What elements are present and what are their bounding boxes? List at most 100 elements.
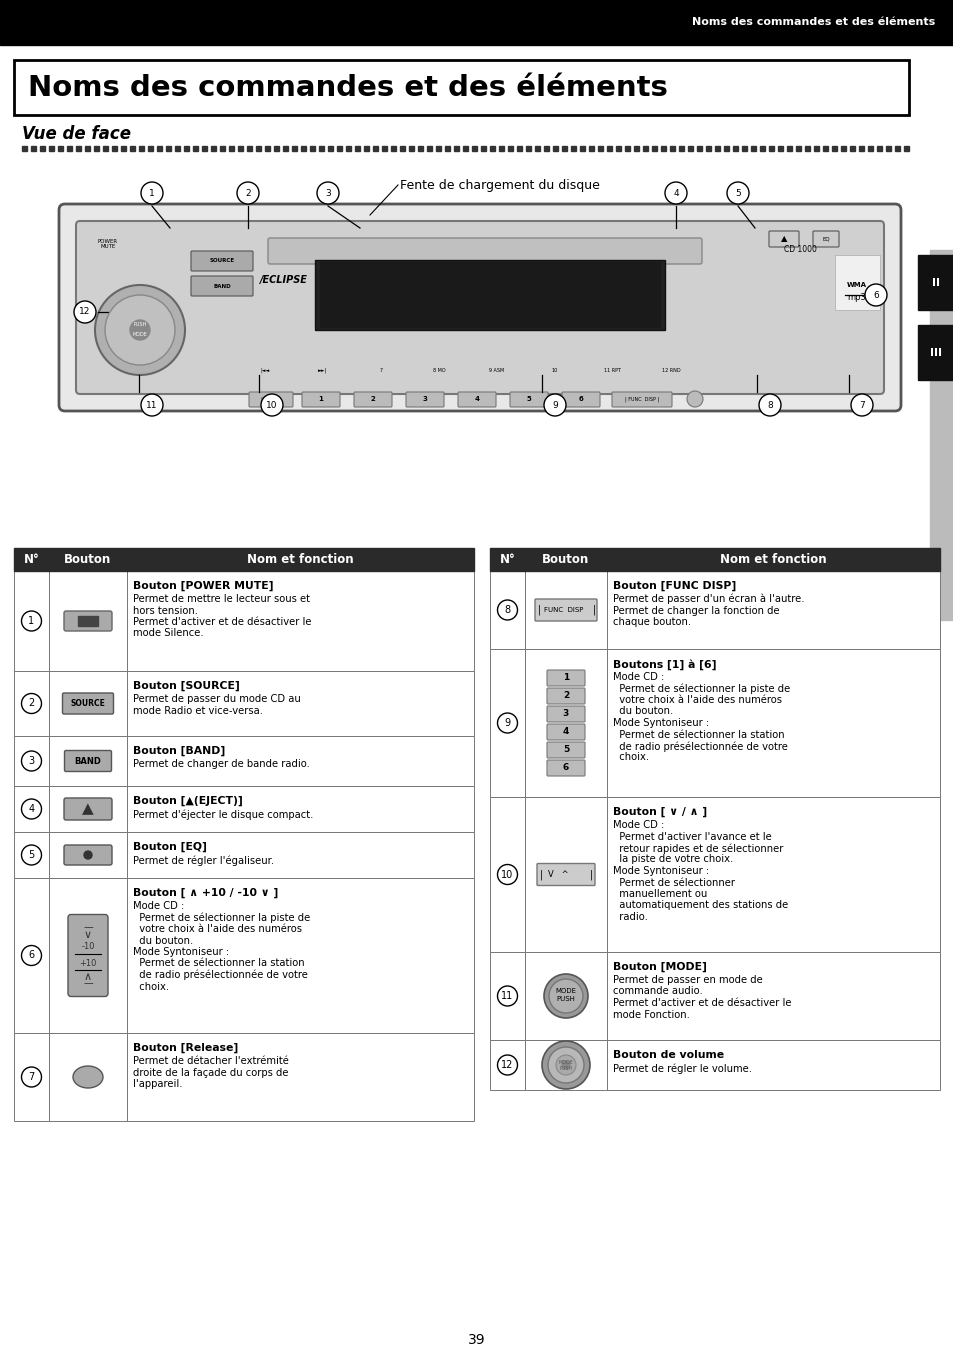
Circle shape [664,183,686,204]
Bar [760,146,764,151]
Text: 4: 4 [673,188,679,197]
Text: Bouton [BAND]: Bouton [BAND] [132,746,225,756]
Bar [831,146,836,151]
FancyBboxPatch shape [63,694,113,714]
Text: Permet de régler le volume.: Permet de régler le volume. [613,1063,751,1073]
Bar [14,735,49,786]
Bar [157,146,162,151]
Bar [211,146,215,151]
Text: -10: -10 [81,942,94,950]
Text: l'appareil.: l'appareil. [132,1079,182,1088]
Text: Nom et fonction: Nom et fonction [247,553,354,566]
Text: Permet de sélectionner la station: Permet de sélectionner la station [132,959,304,968]
Text: Nom et fonction: Nom et fonction [720,553,826,566]
Text: II: II [931,279,939,288]
Bar [427,146,432,151]
Text: 2: 2 [29,699,34,708]
Text: mode Fonction.: mode Fonction. [613,1010,689,1019]
Text: 1: 1 [562,673,569,683]
Bar [85,146,90,151]
FancyBboxPatch shape [546,725,584,740]
Ellipse shape [73,1065,103,1088]
Text: 2: 2 [245,188,251,197]
Text: |: | [593,604,596,615]
FancyBboxPatch shape [302,392,339,407]
Bar [14,831,49,877]
Bar [127,877,474,1033]
Circle shape [316,183,338,204]
Bar [274,146,278,151]
Bar [184,146,189,151]
Bar [346,146,351,151]
Bar [507,146,513,151]
Circle shape [497,713,517,733]
Text: Permet d'activer l'avance et le: Permet d'activer l'avance et le [613,831,771,841]
Text: BAND: BAND [213,284,231,288]
Bar [14,548,49,571]
FancyBboxPatch shape [612,392,671,407]
Bar [193,146,198,151]
Bar [220,146,225,151]
Text: 6: 6 [29,950,34,960]
Bar [687,146,692,151]
Bar [292,146,296,151]
Text: SOURCE: SOURCE [210,258,234,264]
Bar [67,146,71,151]
Circle shape [850,393,872,416]
Bar [804,146,809,151]
Circle shape [22,945,42,965]
Bar [49,831,127,877]
Text: EQ: EQ [821,237,829,242]
Bar [822,146,827,151]
Bar [283,146,288,151]
Bar [454,146,458,151]
Bar [130,146,135,151]
Circle shape [864,284,886,306]
Bar [543,146,548,151]
Bar [634,146,639,151]
Bar [768,146,773,151]
Bar [336,146,341,151]
Text: choix.: choix. [132,982,169,991]
Bar [834,256,879,310]
FancyBboxPatch shape [768,231,799,247]
Text: Permet de passer d'un écran à l'autre.: Permet de passer d'un écran à l'autre. [613,594,803,604]
Bar [858,146,863,151]
Bar [517,146,521,151]
Bar [588,146,594,151]
Text: Bouton [▲(EJECT)]: Bouton [▲(EJECT)] [132,796,242,806]
Circle shape [22,611,42,631]
Bar [148,146,152,151]
Text: POWER
MUTE: POWER MUTE [98,238,118,249]
Text: 9: 9 [504,718,510,727]
Text: hors tension.: hors tension. [132,606,198,615]
Text: choix.: choix. [613,753,648,763]
Text: 7: 7 [859,400,864,410]
Bar [127,831,474,877]
Text: —: — [83,922,92,933]
Text: 10: 10 [501,869,513,880]
Bar [723,146,728,151]
Bar [381,146,387,151]
Bar [49,548,127,571]
Circle shape [105,295,174,365]
Text: automatiquement des stations de: automatiquement des stations de [613,900,787,910]
Text: Bouton [POWER MUTE]: Bouton [POWER MUTE] [132,581,274,591]
Bar [778,146,782,151]
Bar [318,146,324,151]
Circle shape [261,393,283,416]
Text: ▲: ▲ [780,234,786,243]
Text: Bouton: Bouton [542,553,589,566]
Text: SOURCE: SOURCE [71,699,106,708]
FancyBboxPatch shape [59,204,900,411]
Bar [229,146,233,151]
Text: 3: 3 [422,396,427,402]
Text: 5: 5 [526,396,531,402]
Bar [929,250,953,621]
Text: Boutons [1] à [6]: Boutons [1] à [6] [613,658,716,669]
Bar [462,146,468,151]
Bar [524,548,606,571]
Text: MODE: MODE [558,1060,573,1064]
Circle shape [543,973,587,1018]
FancyBboxPatch shape [546,760,584,776]
